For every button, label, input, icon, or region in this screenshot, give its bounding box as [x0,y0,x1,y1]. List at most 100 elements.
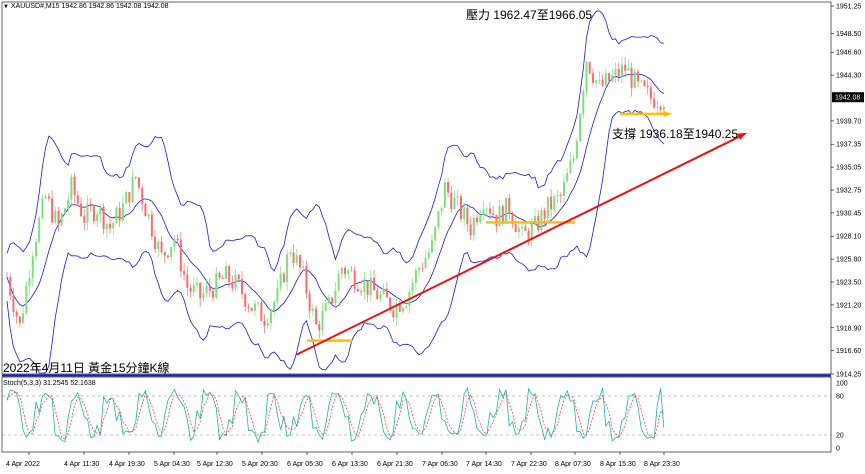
candle-body [511,213,514,224]
current-price-label: 1942.08 [835,95,860,102]
candle-body [57,210,60,225]
current-price-box [832,92,864,103]
candle-body [73,176,76,196]
candle-body [633,71,636,88]
candle-body [411,282,414,292]
candle-body [466,207,469,225]
candle-body [163,251,166,256]
candle-body [550,196,553,210]
stoch-main-line [6,387,665,444]
candle-body [546,196,549,219]
candle-body [183,271,186,275]
x-tick-label: 7 Apr 22:30 [511,461,547,468]
stoch-header: Stoch(5,3,3) 31.2545 52.1638 [3,380,96,387]
x-tick-label: 5 Apr 20:30 [242,461,278,468]
candle-body [344,267,347,275]
candle-body [112,223,115,229]
x-tick-label: 5 Apr 12:30 [197,461,233,468]
candle-body [331,297,334,304]
candle-body [334,290,337,304]
candle-body [218,272,221,278]
x-tick-label: 7 Apr 06:30 [422,461,458,468]
candle-body [273,302,276,311]
candle-body [60,213,63,225]
support-annotation: 支撐 1936.18至1940.25 [612,127,739,141]
candle-body [282,273,285,282]
candle-body [501,206,504,224]
x-tick-label: 8 Apr 15:30 [600,461,636,468]
candle-body [221,277,224,279]
candle-body [12,295,15,312]
x-tick-label: 8 Apr 07:30 [555,461,591,468]
candle-body [459,196,462,219]
candle-body [51,198,54,223]
candle-body [231,282,234,289]
y-tick-label: 1935.05 [836,165,861,172]
candle-body [543,210,546,219]
candle-body [488,208,491,214]
candle-body [70,176,73,200]
y-tick-label: 1928.10 [836,234,861,241]
candles [6,56,665,339]
candle-body [472,217,475,236]
candle-body [614,68,617,75]
candle-body [318,324,321,331]
candle-body [598,79,601,81]
candle-body [656,106,659,108]
candle-body [437,211,440,227]
candle-body [376,290,379,299]
x-tick-label: 4 Apr 2022 [6,461,40,468]
candle-body [173,238,176,247]
candle-body [582,91,585,115]
candle-body [340,267,343,275]
candle-body [373,277,376,291]
candle-body [25,285,28,314]
candle-body [424,258,427,268]
candle-body [604,73,607,86]
candle-body [508,197,511,214]
y-tick-label: 1925.80 [836,257,861,264]
candle-body [260,302,263,321]
candle-body [369,277,372,295]
candle-body [144,203,147,217]
candle-body [556,195,559,197]
candle-body [646,85,649,88]
candle-body [360,291,363,293]
x-tick-label: 6 Apr 21:30 [377,461,413,468]
candle-body [530,223,533,242]
candle-body [418,267,421,271]
candle-body [514,223,517,233]
candle-body [250,307,253,311]
y-tick-label: 1932.75 [836,188,861,195]
stoch-tick-label: 20 [836,433,844,440]
candle-body [15,311,18,317]
candle-body [595,80,598,83]
candle-body [395,303,398,318]
candle-body [121,203,124,221]
menu-triangle-icon[interactable]: ▼ [3,4,9,10]
candle-body [247,306,250,308]
candle-body [279,273,282,288]
candle-body [443,182,446,208]
candle-body [205,285,208,294]
candle-body [327,297,330,304]
candle-body [353,270,356,289]
x-tick-label: 6 Apr 05:30 [287,461,323,468]
stoch-signal-line [6,390,665,440]
candle-body [212,290,215,298]
candle-body [382,288,385,294]
candle-body [321,310,324,331]
candle-body [617,68,620,77]
candle-body [289,252,292,255]
candle-body [47,196,50,199]
candle-body [450,192,453,209]
candle-body [485,208,488,210]
lower-band [6,109,665,374]
y-tick-label: 1918.90 [836,325,861,332]
candle-body [105,223,108,230]
candle-body [115,207,118,224]
candle-body [447,182,450,193]
candle-body [421,267,424,269]
candle-body [298,255,301,268]
